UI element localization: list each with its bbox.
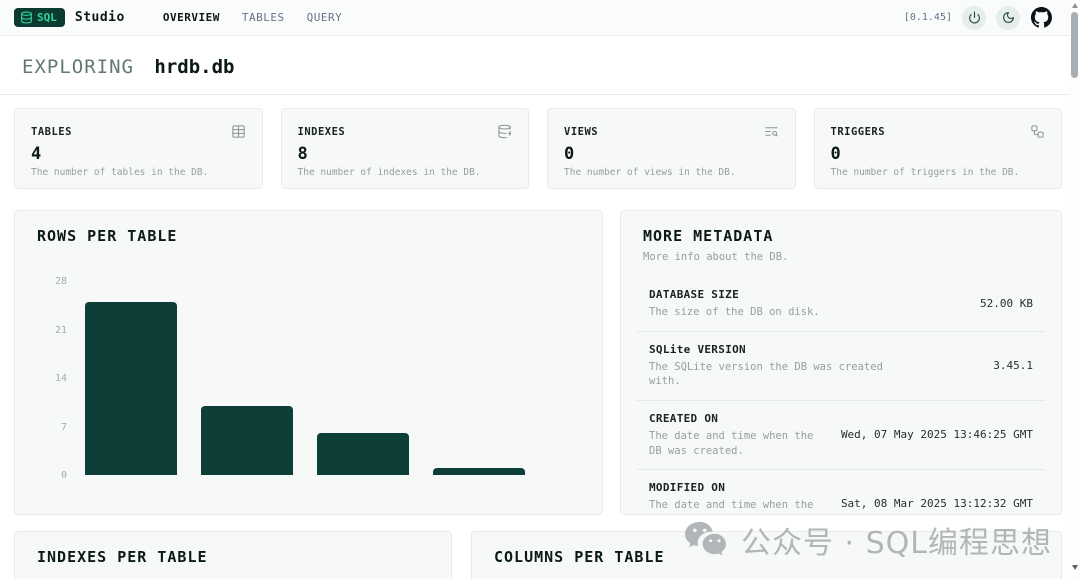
db-name: hrdb.db [154, 56, 235, 78]
chart-title: INDEXES PER TABLE [37, 548, 208, 566]
stat-description: The number of views in the DB. [564, 167, 736, 178]
stat-description: The number of tables in the DB. [31, 167, 209, 178]
stat-description: The number of triggers in the DB. [830, 167, 1020, 178]
power-icon [968, 11, 980, 24]
scrollbar-thumb[interactable] [1071, 12, 1078, 78]
chart-title: ROWS PER TABLE [37, 227, 178, 245]
bar [317, 433, 409, 475]
metadata-label: DATABASE SIZE [649, 288, 739, 301]
github-link[interactable] [1030, 7, 1052, 29]
vertical-scrollbar[interactable] [1070, 0, 1080, 579]
heading-section: EXPLORING hrdb.db [0, 36, 1080, 95]
database-zap-icon [498, 124, 512, 139]
main-content: TABLES 4 The number of tables in the DB.… [0, 95, 1080, 579]
app-logo[interactable]: SQL [14, 8, 65, 27]
y-tick-label: 14 [54, 373, 67, 384]
stat-value: 8 [297, 144, 308, 164]
bar [85, 301, 177, 475]
metadata-value: Sat, 08 Mar 2025 13:12:32 GMT [840, 497, 1033, 511]
stat-label: TRIGGERS [830, 125, 886, 138]
columns-per-table-panel: COLUMNS PER TABLE 16 [471, 531, 1062, 579]
power-button[interactable] [962, 5, 986, 30]
database-icon [21, 11, 32, 24]
main-nav: OVERVIEW TABLES QUERY [163, 11, 342, 24]
logo-text: SQL [37, 11, 57, 24]
indexes-per-table-panel: INDEXES PER TABLE 8 [14, 531, 452, 579]
charts-row: ROWS PER TABLE 0 7 14 21 28 MORE METADATA Mo… [14, 210, 1062, 515]
metadata-row-created-on: CREATED ON The date and time when the DB… [637, 401, 1045, 471]
panel-subtitle: More info about the DB. [643, 251, 789, 263]
metadata-row-database-size: DATABASE SIZE The size of the DB on disk… [637, 277, 1045, 332]
metadata-label: SQLite VERSION [649, 342, 746, 356]
bottom-charts-row: INDEXES PER TABLE 8 COLUMNS PER TABLE 16 [14, 531, 1062, 579]
text-search-icon [764, 127, 778, 137]
scrollbar-up-arrow-icon[interactable] [1072, 3, 1078, 8]
metadata-description: The size of the DB on disk. [649, 306, 820, 318]
nav-tab-query[interactable]: QUERY [306, 11, 343, 24]
metadata-row-modified-on: MODIFIED ON The date and time when the D… [637, 470, 1045, 514]
top-navbar: SQL Studio OVERVIEW TABLES QUERY [0.1.45… [0, 0, 1080, 36]
metadata-description: The SQLite version the DB was created wi… [649, 360, 883, 388]
brand-name: Studio [74, 10, 125, 25]
y-tick-label: 7 [60, 421, 67, 433]
github-icon [1030, 7, 1052, 28]
y-tick-label: 28 [54, 276, 67, 287]
stat-card-tables: TABLES 4 The number of tables in the DB. [14, 108, 263, 189]
rows-per-table-panel: ROWS PER TABLE 0 7 14 21 28 [14, 210, 603, 515]
stat-label: TABLES [31, 125, 72, 138]
metadata-value: 52.00 KB [980, 296, 1033, 310]
nav-tab-tables[interactable]: TABLES [241, 11, 285, 24]
panel-title: MORE METADATA [643, 227, 774, 245]
chart-title: COLUMNS PER TABLE [494, 548, 665, 566]
workflow-icon [1031, 125, 1044, 138]
stat-label: VIEWS [564, 125, 599, 138]
stat-card-indexes: INDEXES 8 The number of indexes in the D… [280, 108, 529, 189]
stat-value: 0 [830, 144, 841, 164]
nav-tab-overview[interactable]: OVERVIEW [162, 11, 220, 24]
stat-value: 4 [31, 144, 42, 164]
metadata-row-sqlite-version: SQLite VERSION The SQLite version the DB… [637, 332, 1045, 402]
stats-row: TABLES 4 The number of tables in the DB.… [14, 108, 1062, 189]
metadata-label: CREATED ON [649, 412, 719, 426]
moon-icon [1002, 12, 1014, 23]
metadata-rows: DATABASE SIZE The size of the DB on disk… [637, 277, 1045, 514]
table-icon [231, 125, 245, 138]
metadata-value: 3.45.1 [993, 358, 1033, 372]
metadata-label: MODIFIED ON [649, 481, 726, 495]
bar [201, 405, 293, 475]
scrollbar-down-arrow-icon[interactable] [1072, 565, 1078, 570]
stat-value: 0 [564, 144, 575, 164]
more-metadata-panel: MORE METADATA More info about the DB. DA… [620, 210, 1062, 515]
page-title: EXPLORING hrdb.db [22, 56, 1058, 78]
stat-label: INDEXES [297, 125, 346, 138]
metadata-description: The date and time when the DB was create… [649, 430, 814, 457]
page-title-prefix: EXPLORING [22, 56, 134, 78]
navbar-right: [0.1.45] [903, 5, 1066, 30]
bar [433, 468, 525, 475]
version-label: [0.1.45] [903, 12, 952, 23]
stat-card-triggers: TRIGGERS 0 The number of triggers in the… [813, 108, 1062, 189]
stat-card-views: VIEWS 0 The number of views in the DB. [547, 108, 796, 189]
metadata-value: Wed, 07 May 2025 13:46:25 GMT [840, 428, 1033, 441]
y-tick-label: 21 [54, 324, 67, 336]
stat-description: The number of indexes in the DB. [297, 167, 481, 178]
y-tick-label: 0 [60, 470, 67, 481]
theme-toggle-button[interactable] [996, 5, 1020, 30]
metadata-description: The date and time when the DB was create… [649, 499, 814, 512]
bars [77, 281, 582, 475]
bar-chart: 0 7 14 21 28 [55, 276, 582, 481]
